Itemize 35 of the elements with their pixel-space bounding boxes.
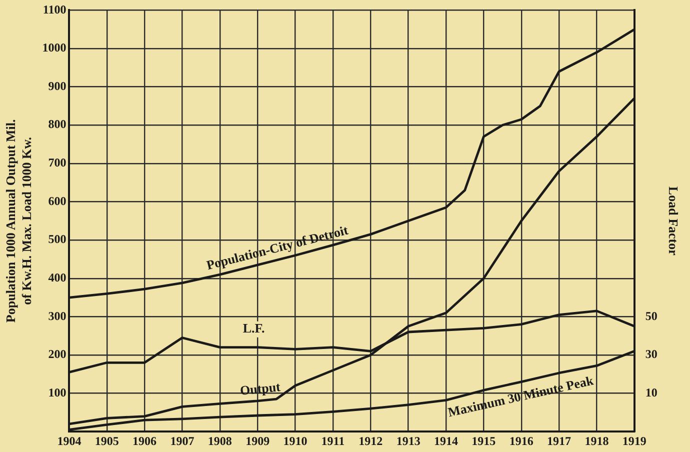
y2-axis-title: Load Factor xyxy=(666,186,681,256)
x-tick-label: 1908 xyxy=(208,434,232,448)
y2-tick-label: 30 xyxy=(645,347,658,362)
x-tick-label: 1916 xyxy=(509,434,534,448)
y2-tick-label: 50 xyxy=(645,308,658,323)
y-tick-label: 600 xyxy=(48,194,66,208)
y-tick-label: 1000 xyxy=(42,40,66,55)
x-tick-label: 1904 xyxy=(57,434,82,448)
x-tick-label: 1917 xyxy=(547,434,572,448)
x-tick-label: 1905 xyxy=(94,434,119,448)
y-tick-label: 800 xyxy=(48,117,66,132)
x-tick-label: 1906 xyxy=(132,434,157,448)
x-tick-label: 1918 xyxy=(584,434,609,448)
x-tick-label: 1913 xyxy=(396,434,420,448)
y-tick-label: 500 xyxy=(48,232,66,246)
y-tick-label: 400 xyxy=(48,270,66,284)
y-tick-label: 700 xyxy=(48,156,66,170)
text: Output xyxy=(239,378,282,398)
x-tick-label: 1915 xyxy=(472,434,496,448)
y-tick-label: 900 xyxy=(48,78,66,93)
x-tick-label: 1907 xyxy=(170,434,194,448)
x-tick-label: 1911 xyxy=(321,434,345,448)
x-tick-label: 1919 xyxy=(622,434,646,448)
x-tick-label: 1914 xyxy=(434,434,458,448)
y-tick-label: 200 xyxy=(48,347,66,362)
text: Maximum 30 Minute Peak xyxy=(446,372,596,420)
y-tick-label: 1100 xyxy=(42,2,66,16)
x-tick-label: 1912 xyxy=(358,434,383,448)
y-axis-title: Population 1000 Annual Output Mil. of Kw.H. Max. Load 1000 Kw. xyxy=(3,119,34,323)
series-label: L.F. xyxy=(242,320,265,336)
y2-tick-label: 10 xyxy=(645,385,658,400)
y-tick-label: 300 xyxy=(48,308,66,323)
x-tick-label: 1910 xyxy=(283,434,308,448)
y-tick-label: 100 xyxy=(48,385,66,400)
x-tick-label: 1909 xyxy=(246,434,270,448)
